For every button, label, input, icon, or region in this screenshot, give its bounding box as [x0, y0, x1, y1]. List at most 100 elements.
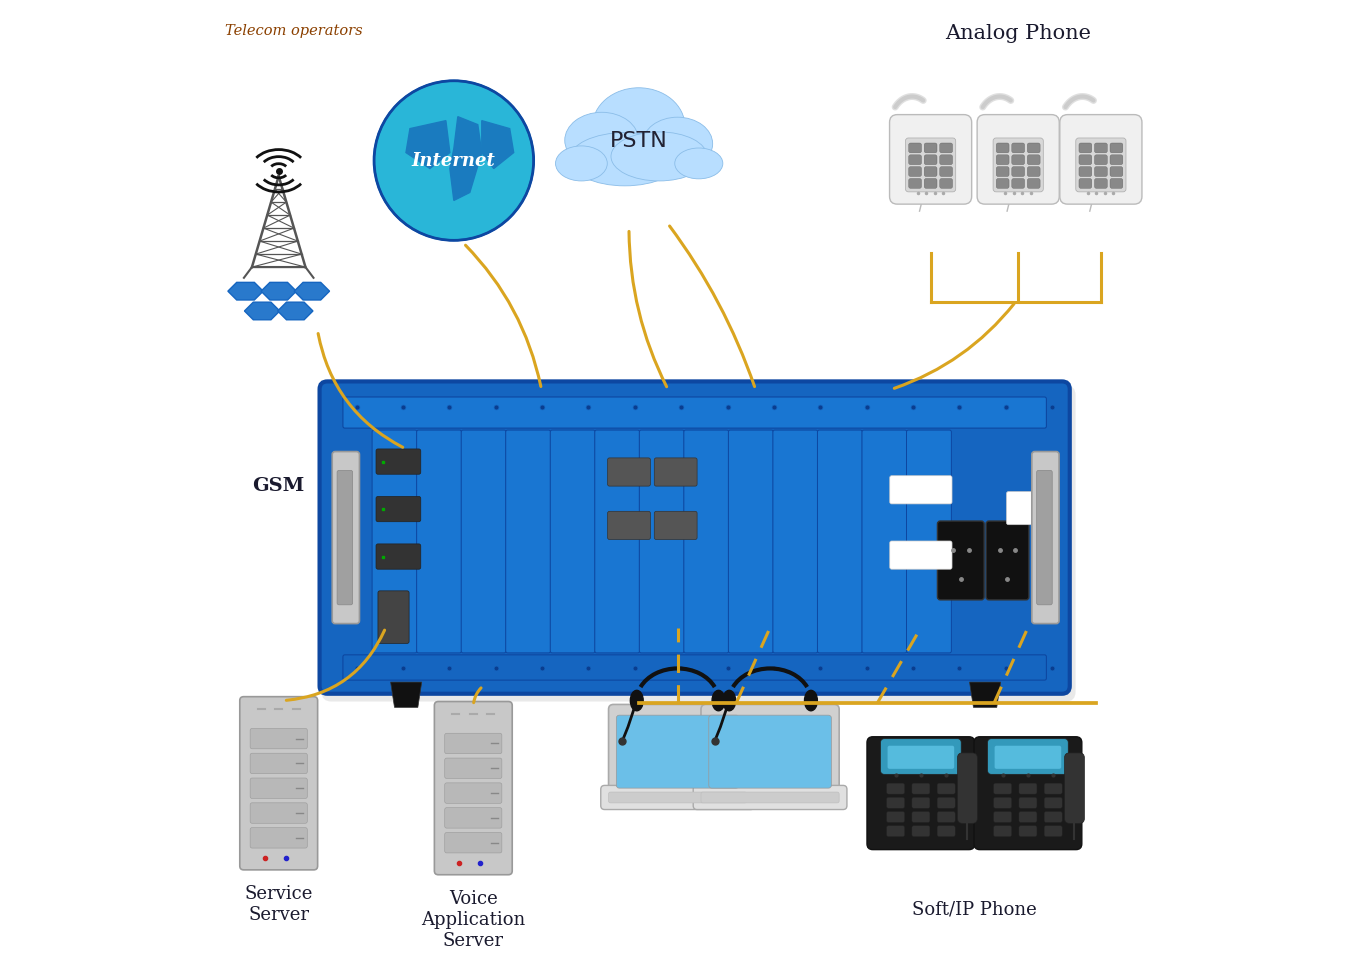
- FancyBboxPatch shape: [994, 826, 1011, 837]
- FancyBboxPatch shape: [1076, 138, 1126, 192]
- FancyBboxPatch shape: [373, 430, 416, 653]
- FancyBboxPatch shape: [1011, 155, 1025, 164]
- FancyBboxPatch shape: [924, 143, 936, 153]
- FancyBboxPatch shape: [924, 178, 936, 189]
- FancyBboxPatch shape: [240, 697, 318, 870]
- FancyBboxPatch shape: [1044, 826, 1062, 837]
- FancyBboxPatch shape: [938, 811, 956, 822]
- FancyBboxPatch shape: [434, 702, 512, 875]
- FancyBboxPatch shape: [1110, 166, 1123, 176]
- Ellipse shape: [592, 88, 685, 164]
- FancyBboxPatch shape: [996, 155, 1009, 164]
- FancyBboxPatch shape: [445, 783, 502, 804]
- FancyBboxPatch shape: [343, 655, 1047, 680]
- FancyBboxPatch shape: [1044, 783, 1062, 794]
- Ellipse shape: [612, 132, 707, 181]
- FancyBboxPatch shape: [880, 739, 961, 775]
- FancyBboxPatch shape: [995, 745, 1061, 769]
- FancyBboxPatch shape: [250, 729, 307, 749]
- Polygon shape: [482, 121, 513, 168]
- FancyBboxPatch shape: [595, 430, 640, 653]
- Text: Soft/IP Phone: Soft/IP Phone: [912, 900, 1037, 918]
- FancyBboxPatch shape: [550, 430, 595, 653]
- FancyBboxPatch shape: [607, 458, 650, 486]
- Polygon shape: [969, 682, 1001, 707]
- FancyBboxPatch shape: [607, 512, 650, 539]
- FancyBboxPatch shape: [886, 811, 905, 822]
- FancyBboxPatch shape: [617, 715, 738, 788]
- FancyBboxPatch shape: [909, 143, 921, 153]
- FancyBboxPatch shape: [1110, 155, 1123, 164]
- FancyBboxPatch shape: [250, 778, 307, 799]
- FancyBboxPatch shape: [1095, 143, 1107, 153]
- FancyBboxPatch shape: [729, 430, 773, 653]
- Ellipse shape: [713, 691, 725, 710]
- Ellipse shape: [556, 146, 607, 181]
- FancyBboxPatch shape: [375, 449, 420, 474]
- FancyBboxPatch shape: [445, 808, 502, 828]
- FancyBboxPatch shape: [909, 166, 921, 176]
- FancyBboxPatch shape: [1036, 470, 1052, 605]
- FancyBboxPatch shape: [994, 811, 1011, 822]
- FancyBboxPatch shape: [337, 470, 352, 605]
- FancyBboxPatch shape: [702, 704, 839, 796]
- FancyBboxPatch shape: [1011, 143, 1025, 153]
- Text: GSM: GSM: [253, 477, 304, 494]
- Ellipse shape: [674, 148, 723, 179]
- FancyBboxPatch shape: [639, 430, 684, 653]
- Polygon shape: [390, 682, 422, 707]
- FancyBboxPatch shape: [416, 430, 461, 653]
- FancyBboxPatch shape: [702, 792, 839, 803]
- FancyBboxPatch shape: [1044, 797, 1062, 809]
- FancyBboxPatch shape: [938, 522, 984, 599]
- Text: Internet: Internet: [412, 152, 495, 169]
- FancyBboxPatch shape: [886, 826, 905, 837]
- FancyBboxPatch shape: [1078, 178, 1092, 189]
- Polygon shape: [295, 282, 329, 300]
- FancyBboxPatch shape: [912, 797, 930, 809]
- FancyBboxPatch shape: [975, 737, 1082, 849]
- FancyBboxPatch shape: [332, 451, 359, 624]
- FancyBboxPatch shape: [445, 758, 502, 778]
- FancyBboxPatch shape: [445, 734, 502, 754]
- FancyBboxPatch shape: [890, 476, 951, 504]
- FancyBboxPatch shape: [986, 522, 1029, 599]
- FancyBboxPatch shape: [1018, 826, 1037, 837]
- FancyBboxPatch shape: [1095, 166, 1107, 176]
- FancyBboxPatch shape: [887, 745, 954, 769]
- FancyBboxPatch shape: [684, 430, 729, 653]
- FancyBboxPatch shape: [693, 785, 846, 810]
- FancyBboxPatch shape: [909, 178, 921, 189]
- FancyBboxPatch shape: [609, 792, 747, 803]
- FancyBboxPatch shape: [1110, 143, 1123, 153]
- FancyBboxPatch shape: [912, 826, 930, 837]
- FancyBboxPatch shape: [994, 783, 1011, 794]
- FancyBboxPatch shape: [375, 496, 420, 522]
- FancyBboxPatch shape: [461, 430, 506, 653]
- FancyBboxPatch shape: [773, 430, 818, 653]
- Polygon shape: [450, 117, 482, 200]
- FancyBboxPatch shape: [343, 397, 1047, 428]
- FancyBboxPatch shape: [912, 811, 930, 822]
- FancyBboxPatch shape: [867, 737, 975, 849]
- FancyBboxPatch shape: [1028, 143, 1040, 153]
- FancyBboxPatch shape: [938, 783, 956, 794]
- FancyBboxPatch shape: [994, 138, 1043, 192]
- FancyBboxPatch shape: [708, 715, 831, 788]
- Ellipse shape: [565, 112, 639, 168]
- FancyBboxPatch shape: [1095, 178, 1107, 189]
- FancyBboxPatch shape: [1065, 753, 1084, 823]
- FancyBboxPatch shape: [938, 826, 956, 837]
- FancyBboxPatch shape: [250, 803, 307, 823]
- FancyBboxPatch shape: [654, 512, 698, 539]
- Ellipse shape: [569, 132, 680, 186]
- FancyBboxPatch shape: [939, 155, 953, 164]
- Polygon shape: [261, 282, 296, 300]
- FancyBboxPatch shape: [996, 166, 1009, 176]
- FancyBboxPatch shape: [1028, 166, 1040, 176]
- FancyBboxPatch shape: [988, 739, 1069, 775]
- FancyBboxPatch shape: [1032, 451, 1059, 624]
- Ellipse shape: [643, 117, 713, 170]
- FancyBboxPatch shape: [1018, 797, 1037, 809]
- FancyBboxPatch shape: [818, 430, 863, 653]
